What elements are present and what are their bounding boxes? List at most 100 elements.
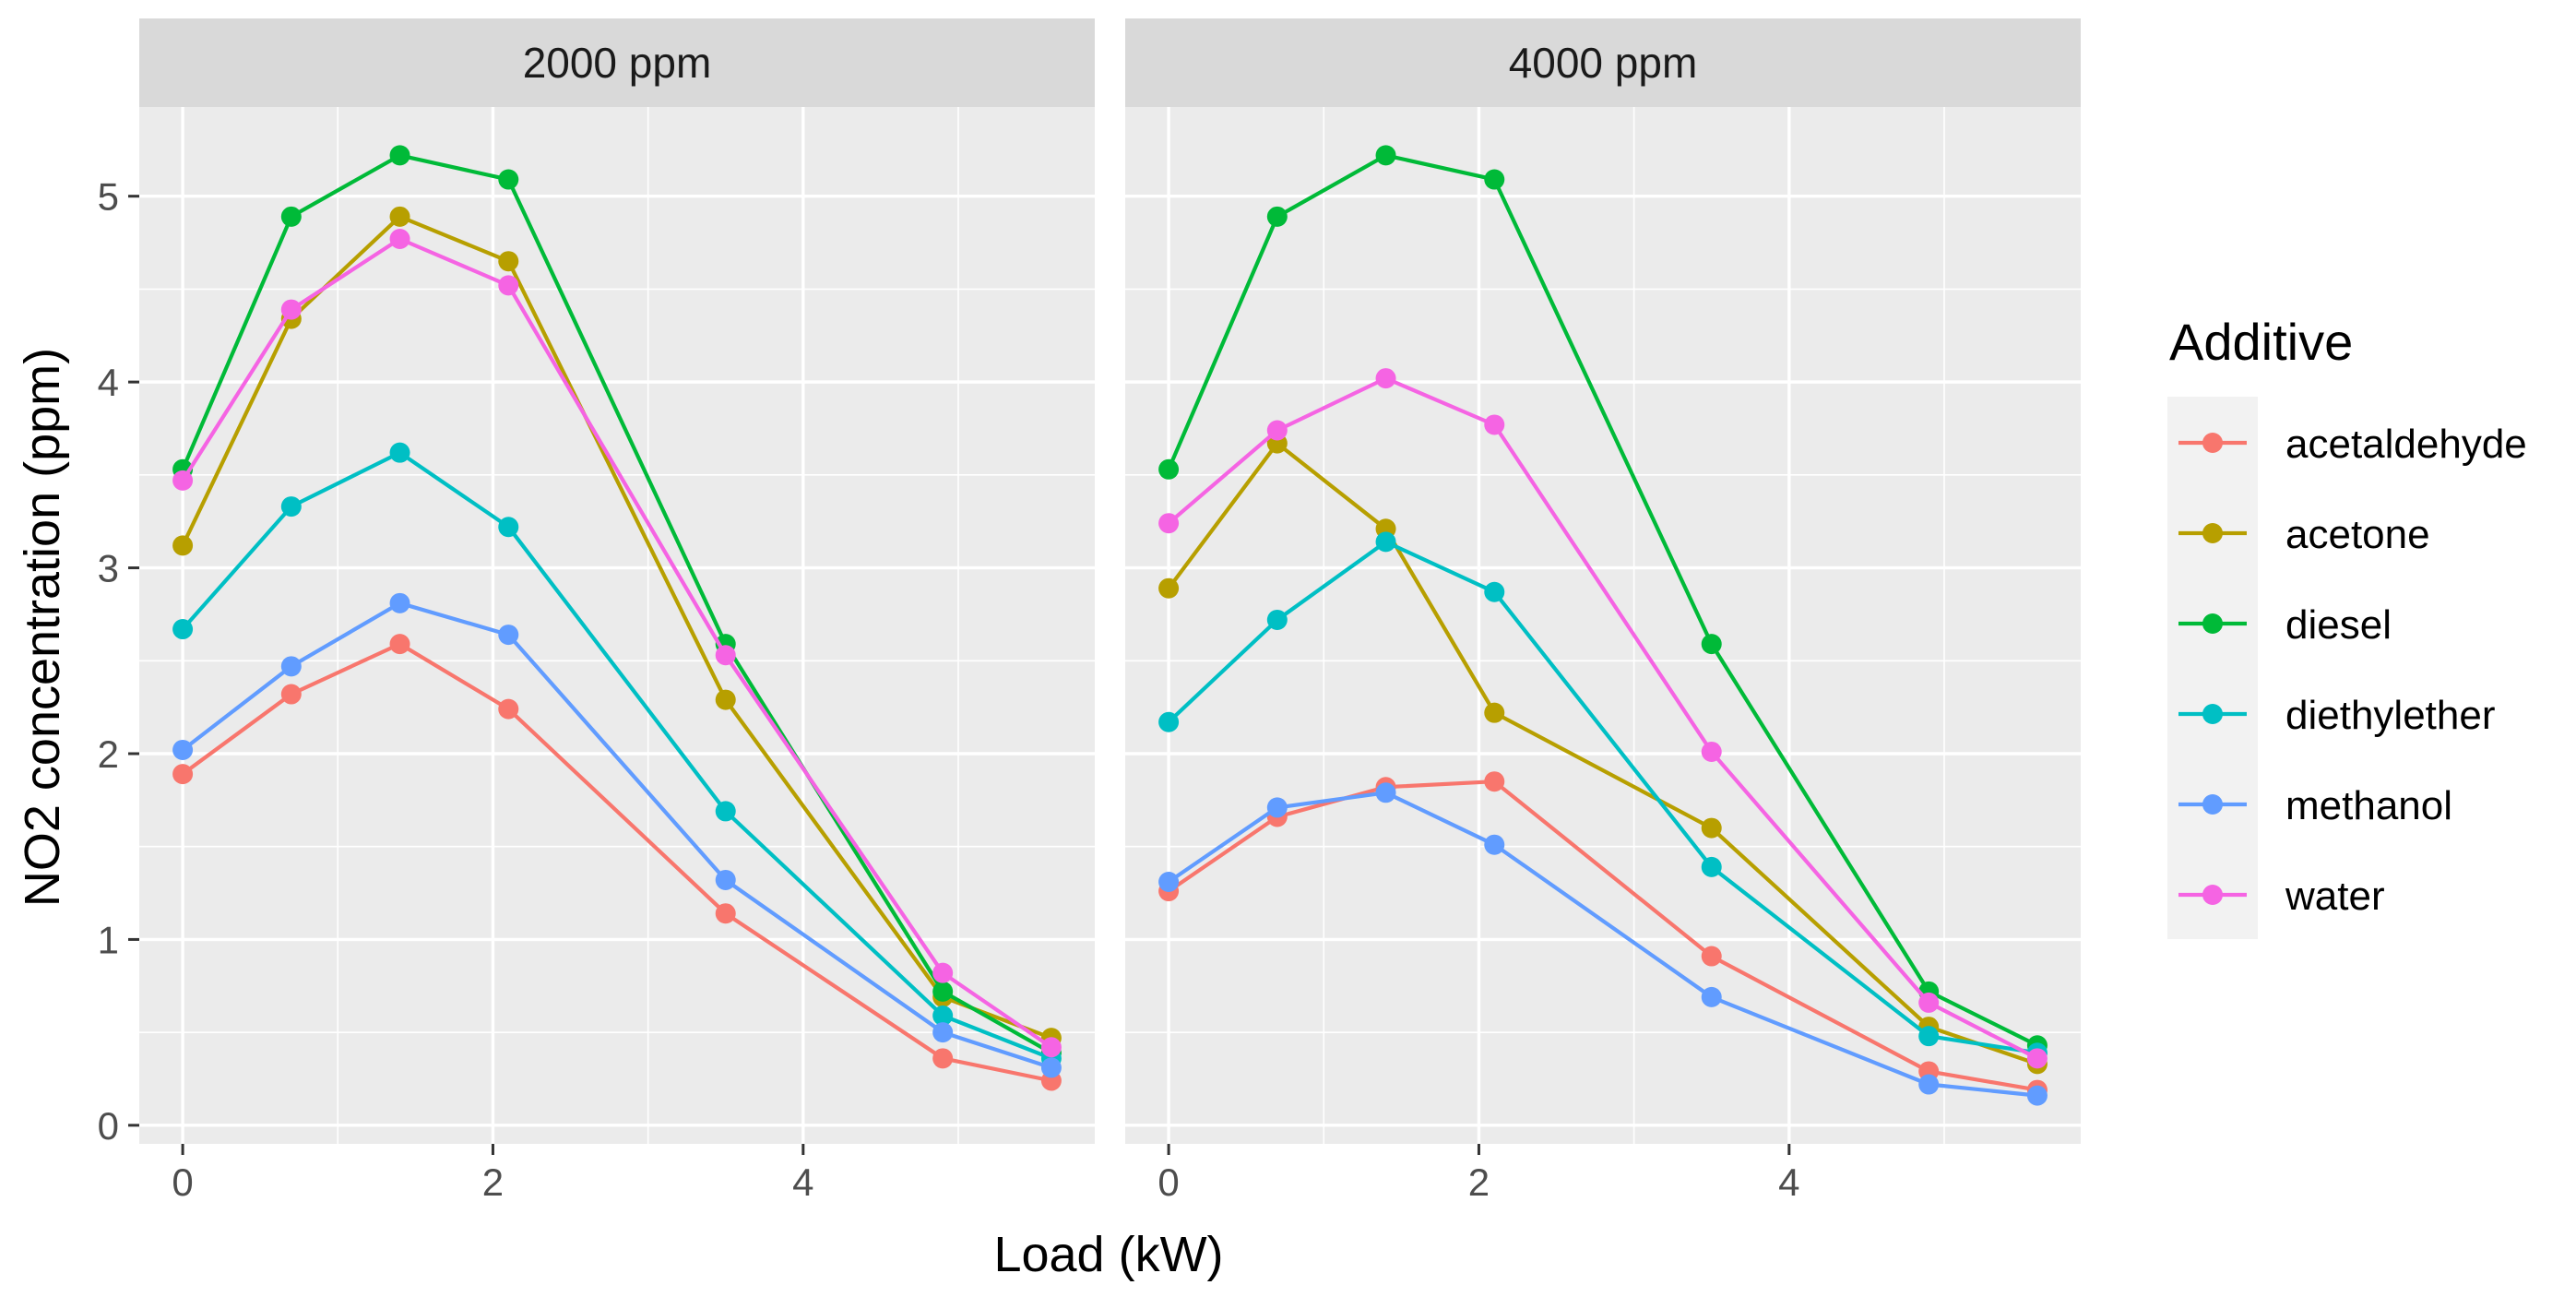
data-point bbox=[715, 645, 736, 666]
legend-key-point bbox=[2202, 613, 2223, 634]
legend-item-diethylether: diethylether bbox=[2178, 693, 2495, 738]
data-point bbox=[280, 206, 302, 227]
series-acetaldehyde bbox=[172, 634, 1062, 1091]
y-tick-label: 4 bbox=[98, 361, 119, 404]
data-point bbox=[715, 869, 736, 890]
legend-label: water bbox=[2285, 874, 2385, 919]
data-point bbox=[1375, 782, 1396, 803]
series-methanol bbox=[172, 592, 1062, 1078]
y-tick-label: 1 bbox=[98, 918, 119, 961]
legend-key-background bbox=[2167, 397, 2258, 939]
data-point bbox=[1484, 169, 1505, 190]
y-tick-label: 5 bbox=[98, 175, 119, 219]
legend-title: Additive bbox=[2169, 313, 2353, 371]
data-point bbox=[932, 1005, 954, 1027]
data-point bbox=[280, 684, 302, 705]
data-point bbox=[1158, 711, 1180, 732]
data-point bbox=[932, 1048, 954, 1069]
data-point bbox=[2026, 1085, 2048, 1106]
data-point bbox=[1040, 1037, 1062, 1058]
x-tick-label: 0 bbox=[172, 1160, 193, 1204]
legend-label: acetaldehyde bbox=[2285, 422, 2527, 467]
series-water bbox=[1158, 368, 2048, 1069]
facet-strip bbox=[1125, 18, 2081, 107]
data-point bbox=[389, 145, 410, 166]
data-point bbox=[1266, 797, 1288, 818]
legend-items: acetaldehyde acetone diesel diethylether met… bbox=[2178, 422, 2527, 919]
y-tick-label: 2 bbox=[98, 732, 119, 776]
x-tick-label: 4 bbox=[1778, 1160, 1799, 1204]
facet-panel: 2000 ppm 0 2 4 0 1 2 3 4 5 bbox=[98, 18, 1095, 1204]
legend-key-point bbox=[2202, 704, 2223, 724]
data-point bbox=[1375, 368, 1396, 389]
legend-item-water: water bbox=[2178, 874, 2385, 919]
data-point bbox=[1484, 702, 1505, 723]
series-diesel bbox=[1158, 145, 2048, 1056]
data-point bbox=[1701, 986, 1722, 1007]
facet-strip-label: 2000 ppm bbox=[523, 39, 712, 87]
data-point bbox=[389, 229, 410, 250]
data-point bbox=[498, 698, 519, 720]
data-point bbox=[1375, 531, 1396, 553]
series-methanol bbox=[1158, 782, 2048, 1106]
legend-key-point bbox=[2202, 794, 2223, 815]
data-point bbox=[280, 656, 302, 677]
data-point bbox=[172, 470, 194, 491]
data-point bbox=[1040, 1057, 1062, 1078]
legend-item-diesel: diesel bbox=[2178, 602, 2392, 648]
x-tick-label: 0 bbox=[1157, 1160, 1179, 1204]
data-point bbox=[1484, 834, 1505, 855]
data-point bbox=[280, 496, 302, 518]
facet-strip-label: 4000 ppm bbox=[1509, 39, 1698, 87]
data-point bbox=[1158, 871, 1180, 892]
data-point bbox=[498, 251, 519, 272]
data-point bbox=[1266, 206, 1288, 227]
legend-label: diesel bbox=[2285, 602, 2392, 648]
series-diethylether bbox=[1158, 531, 2048, 1064]
data-point bbox=[1158, 513, 1180, 534]
data-point bbox=[172, 764, 194, 785]
legend: Additive acetaldehyde acetone diesel diethy… bbox=[2167, 313, 2527, 939]
legend-key-point bbox=[2202, 433, 2223, 453]
legend-label: diethylether bbox=[2285, 693, 2495, 738]
y-axis-title: NO2 concentration (ppm) bbox=[15, 348, 70, 907]
facet-panel: 4000 ppm 0 2 4 bbox=[1125, 18, 2081, 1204]
data-point bbox=[172, 619, 194, 640]
data-point bbox=[172, 739, 194, 760]
data-point bbox=[1701, 946, 1722, 967]
data-point bbox=[1266, 420, 1288, 441]
data-point bbox=[498, 275, 519, 296]
x-tick-label: 4 bbox=[792, 1160, 813, 1204]
series-diesel bbox=[172, 145, 1062, 1064]
data-point bbox=[389, 206, 410, 227]
data-point bbox=[389, 634, 410, 655]
x-tick-label: 2 bbox=[1468, 1160, 1490, 1204]
data-point bbox=[2026, 1048, 2048, 1069]
legend-label: acetone bbox=[2285, 512, 2430, 557]
data-point bbox=[1484, 414, 1505, 435]
data-point bbox=[715, 689, 736, 710]
data-point bbox=[932, 981, 954, 1002]
data-point bbox=[1701, 817, 1722, 839]
data-point bbox=[932, 962, 954, 983]
legend-key-point bbox=[2202, 523, 2223, 543]
legend-item-acetaldehyde: acetaldehyde bbox=[2178, 422, 2527, 467]
data-point bbox=[1701, 856, 1722, 877]
data-point bbox=[1158, 458, 1180, 480]
x-axis-title: Load (kW) bbox=[993, 1227, 1223, 1282]
data-point bbox=[1701, 634, 1722, 655]
legend-item-acetone: acetone bbox=[2178, 512, 2430, 557]
data-point bbox=[389, 592, 410, 613]
series-diethylether bbox=[172, 442, 1062, 1069]
facet-strip bbox=[139, 18, 1095, 107]
y-tick-label: 0 bbox=[98, 1104, 119, 1148]
data-point bbox=[1918, 1074, 1940, 1095]
data-point bbox=[1266, 609, 1288, 630]
y-tick-label: 3 bbox=[98, 547, 119, 590]
data-point bbox=[1484, 771, 1505, 792]
series-water bbox=[172, 229, 1062, 1058]
data-point bbox=[498, 169, 519, 190]
data-point bbox=[715, 903, 736, 924]
data-point bbox=[389, 442, 410, 463]
legend-key-point bbox=[2202, 885, 2223, 905]
